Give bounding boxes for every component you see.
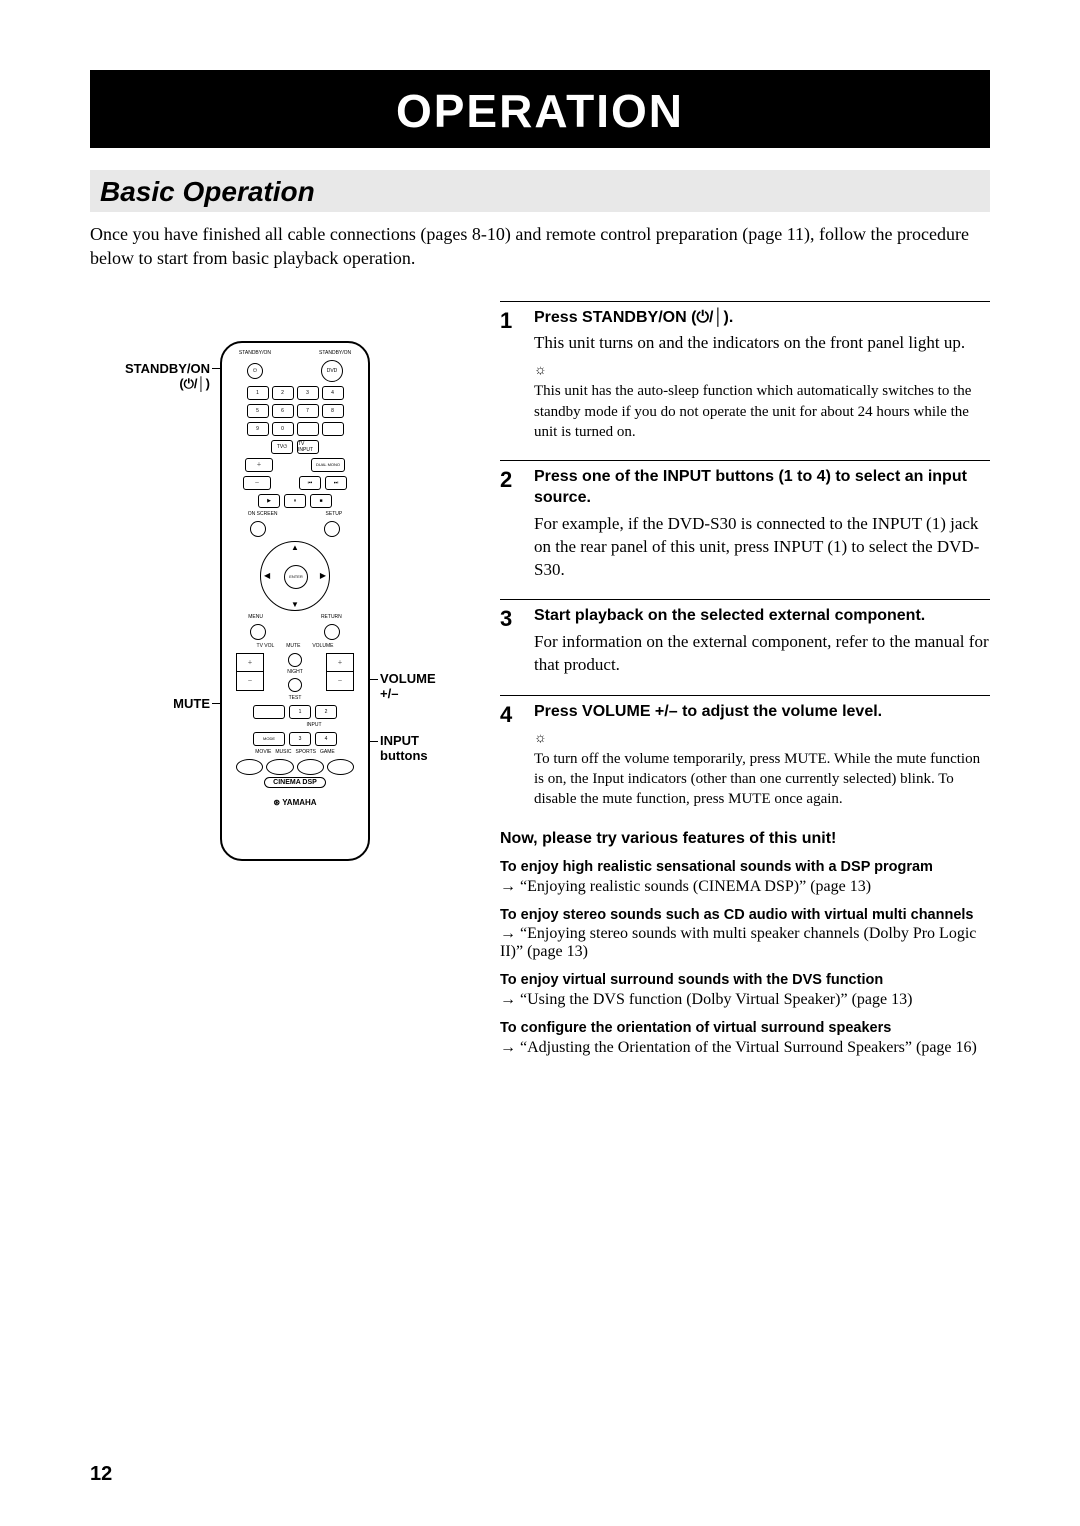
step-heading: Start playback on the selected external …: [534, 606, 990, 627]
step-description: For information on the external componen…: [534, 631, 990, 677]
step-description: This unit turns on and the indicators on…: [534, 332, 990, 355]
step-number: 3: [500, 606, 534, 677]
step-3: 3 Start playback on the selected externa…: [500, 599, 990, 677]
step-2: 2 Press one of the INPUT buttons (1 to 4…: [500, 460, 990, 581]
step-description: For example, if the DVD-S30 is connected…: [534, 513, 990, 582]
callout-input-label: INPUT: [380, 733, 419, 748]
step-number: 4: [500, 702, 534, 810]
feature-heading: To enjoy high realistic sensational soun…: [500, 858, 990, 877]
feature-reference: → “Enjoying realistic sounds (CINEMA DSP…: [500, 878, 990, 896]
callout-volume: VOLUME +/–: [380, 671, 436, 701]
callout-standby-symbol: (⏻/│): [179, 376, 210, 391]
page-number: 12: [90, 1463, 112, 1486]
step-4: 4 Press VOLUME +/– to adjust the volume …: [500, 695, 990, 810]
callout-input: INPUT buttons: [380, 733, 428, 763]
remote-brand: YAMAHA: [282, 798, 316, 807]
step-note: This unit has the auto-sleep function wh…: [534, 381, 990, 442]
callout-volume-label: VOLUME: [380, 671, 436, 686]
remote-control-icon: STANDBY/ONSTANDBY/ON ⏻DVD 1234 5678 90 T…: [220, 341, 370, 861]
feature-reference: → “Adjusting the Orientation of the Virt…: [500, 1039, 990, 1057]
two-column-layout: STANDBY/ON (⏻/│) MUTE VOLUME +/– INPUT b…: [90, 301, 990, 1057]
callout-standby-on: STANDBY/ON (⏻/│): [90, 361, 210, 392]
callout-mute: MUTE: [90, 696, 210, 711]
step-heading: Press one of the INPUT buttons (1 to 4) …: [534, 467, 990, 509]
features-intro: Now, please try various features of this…: [500, 830, 990, 848]
tip-icon: ☼: [534, 363, 547, 379]
feature-heading: To enjoy stereo sounds such as CD audio …: [500, 906, 990, 925]
tip-icon: ☼: [534, 731, 547, 747]
step-note: To turn off the volume temporarily, pres…: [534, 749, 990, 810]
step-heading: Press STANDBY/ON (⏻/│).: [534, 308, 990, 329]
chapter-banner: OPERATION: [90, 70, 990, 148]
callout-standby-label: STANDBY/ON: [125, 361, 210, 376]
callout-volume-pm: +/–: [380, 686, 398, 701]
feature-reference: → “Using the DVS function (Dolby Virtual…: [500, 991, 990, 1009]
feature-reference: → “Enjoying stereo sounds with multi spe…: [500, 925, 990, 961]
step-number: 1: [500, 308, 534, 442]
manual-page: OPERATION Basic Operation Once you have …: [0, 0, 1080, 1526]
callout-input-buttons: buttons: [380, 748, 428, 763]
step-heading: Press VOLUME +/– to adjust the volume le…: [534, 702, 990, 723]
section-title-bar: Basic Operation: [90, 170, 990, 212]
step-1: 1 Press STANDBY/ON (⏻/│). This unit turn…: [500, 301, 990, 442]
feature-heading: To configure the orientation of virtual …: [500, 1019, 990, 1038]
intro-paragraph: Once you have finished all cable connect…: [90, 222, 990, 271]
steps-column: 1 Press STANDBY/ON (⏻/│). This unit turn…: [480, 301, 990, 1057]
remote-diagram-column: STANDBY/ON (⏻/│) MUTE VOLUME +/– INPUT b…: [90, 301, 480, 1057]
section-title: Basic Operation: [100, 176, 315, 207]
feature-heading: To enjoy virtual surround sounds with th…: [500, 971, 990, 990]
step-number: 2: [500, 467, 534, 581]
remote-diagram: STANDBY/ON (⏻/│) MUTE VOLUME +/– INPUT b…: [90, 301, 480, 861]
